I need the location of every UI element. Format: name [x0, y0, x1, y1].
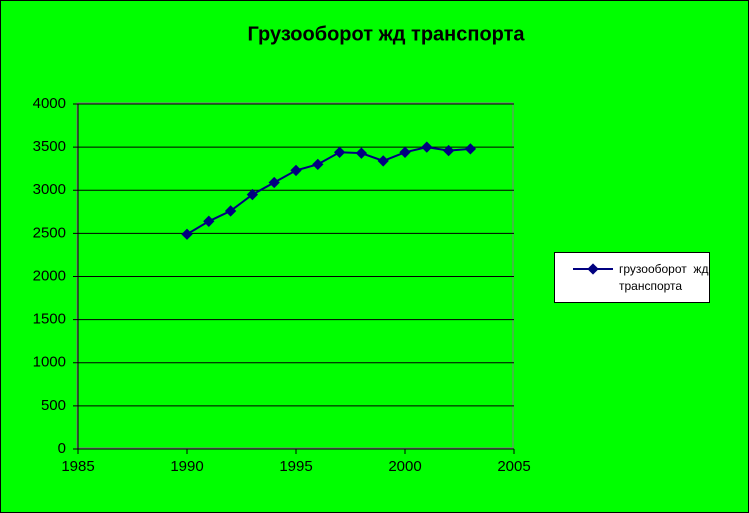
x-tick-label: 1990 — [170, 458, 203, 475]
data-point — [268, 176, 280, 189]
legend-marker — [587, 263, 599, 275]
data-point — [333, 146, 346, 158]
legend: грузооборот жд транспорта — [554, 252, 710, 303]
y-tick-label: 1500 — [33, 311, 66, 328]
data-point — [421, 141, 433, 153]
data-point — [355, 147, 368, 159]
data-point — [246, 188, 259, 201]
y-tick-label: 2000 — [33, 267, 66, 284]
data-point — [312, 158, 324, 171]
chart-title: Грузооборот жд транспорта — [247, 23, 525, 45]
data-point — [377, 155, 389, 167]
y-tick-label: 4000 — [33, 95, 66, 112]
y-tick-label: 3000 — [33, 181, 66, 198]
y-tick-label: 3500 — [33, 138, 66, 155]
plot-area — [76, 102, 514, 449]
y-tick-label: 2500 — [33, 224, 66, 241]
legend-label: грузооборот жд транспорта — [619, 262, 712, 293]
y-tick-label: 500 — [41, 397, 66, 414]
data-point — [399, 146, 411, 158]
data-point — [224, 205, 237, 217]
x-tick-label: 2005 — [497, 458, 530, 475]
x-tick-label: 1985 — [61, 458, 94, 475]
data-point — [442, 144, 455, 157]
y-tick-label: 0 — [58, 440, 66, 457]
data-point — [203, 215, 215, 227]
legend-symbol — [573, 263, 613, 275]
data-point — [181, 228, 193, 240]
data-point — [464, 143, 477, 155]
x-tick-label: 2000 — [388, 458, 421, 475]
y-tick-label: 1000 — [33, 354, 66, 371]
x-tick-label: 1995 — [279, 458, 312, 475]
data-point — [290, 164, 302, 177]
